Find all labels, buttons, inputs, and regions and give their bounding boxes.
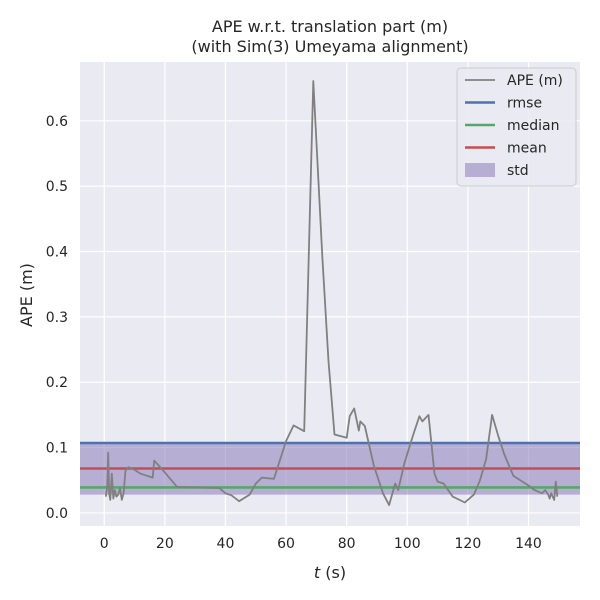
ape-series-line: [104, 80, 559, 507]
x-axis-label: t (s): [314, 563, 346, 582]
x-tick-label: 60: [277, 536, 295, 552]
y-axis-label: APE (m): [17, 263, 36, 327]
y-tick-label: 0.6: [46, 114, 68, 130]
legend-box: [456, 67, 577, 187]
legend-label: median: [507, 118, 559, 134]
ape-series-layer: [104, 80, 559, 507]
chart-subtitle: (with Sim(3) Umeyama alignment): [191, 37, 468, 56]
legend: APE (m) rmse median mean std: [456, 67, 577, 187]
legend-label: std: [507, 163, 529, 179]
x-tick-label: 40: [217, 536, 235, 552]
legend-swatch-std: [465, 163, 495, 177]
legend-label: rmse: [507, 96, 542, 112]
x-tick-labels: 0 20 40 60 80 100 120 140: [100, 536, 542, 552]
x-axis-label-var: t: [314, 563, 321, 582]
x-tick-label: 20: [156, 536, 174, 552]
y-tick-label: 0.1: [46, 441, 68, 457]
y-tick-labels: 0.0 0.1 0.2 0.3 0.4 0.5 0.6: [46, 114, 68, 522]
y-tick-label: 0.3: [46, 310, 68, 326]
chart-title: APE w.r.t. translation part (m): [212, 17, 448, 36]
x-tick-label: 140: [515, 536, 542, 552]
legend-label: APE (m): [507, 73, 563, 89]
stat-lines-layer: [80, 441, 580, 489]
x-axis-label-unit: (s): [320, 563, 346, 582]
y-tick-label: 0.0: [46, 506, 68, 522]
x-tick-label: 120: [455, 536, 482, 552]
x-tick-label: 0: [100, 536, 109, 552]
x-tick-label: 80: [338, 536, 356, 552]
x-tick-label: 100: [394, 536, 421, 552]
legend-label: mean: [507, 141, 547, 157]
y-tick-label: 0.5: [46, 179, 68, 195]
y-tick-label: 0.2: [46, 375, 68, 391]
y-tick-label: 0.4: [46, 245, 68, 261]
